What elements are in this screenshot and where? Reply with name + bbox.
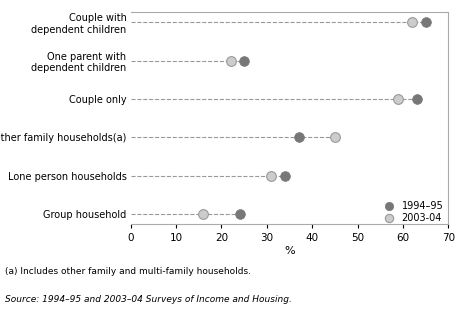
X-axis label: %: % [284,246,295,256]
Text: (a) Includes other family and multi-family households.: (a) Includes other family and multi-fami… [5,267,251,276]
Text: Source: 1994–95 and 2003–04 Surveys of Income and Housing.: Source: 1994–95 and 2003–04 Surveys of I… [5,295,291,304]
Legend: 1994–95, 2003-04: 1994–95, 2003-04 [379,201,444,223]
